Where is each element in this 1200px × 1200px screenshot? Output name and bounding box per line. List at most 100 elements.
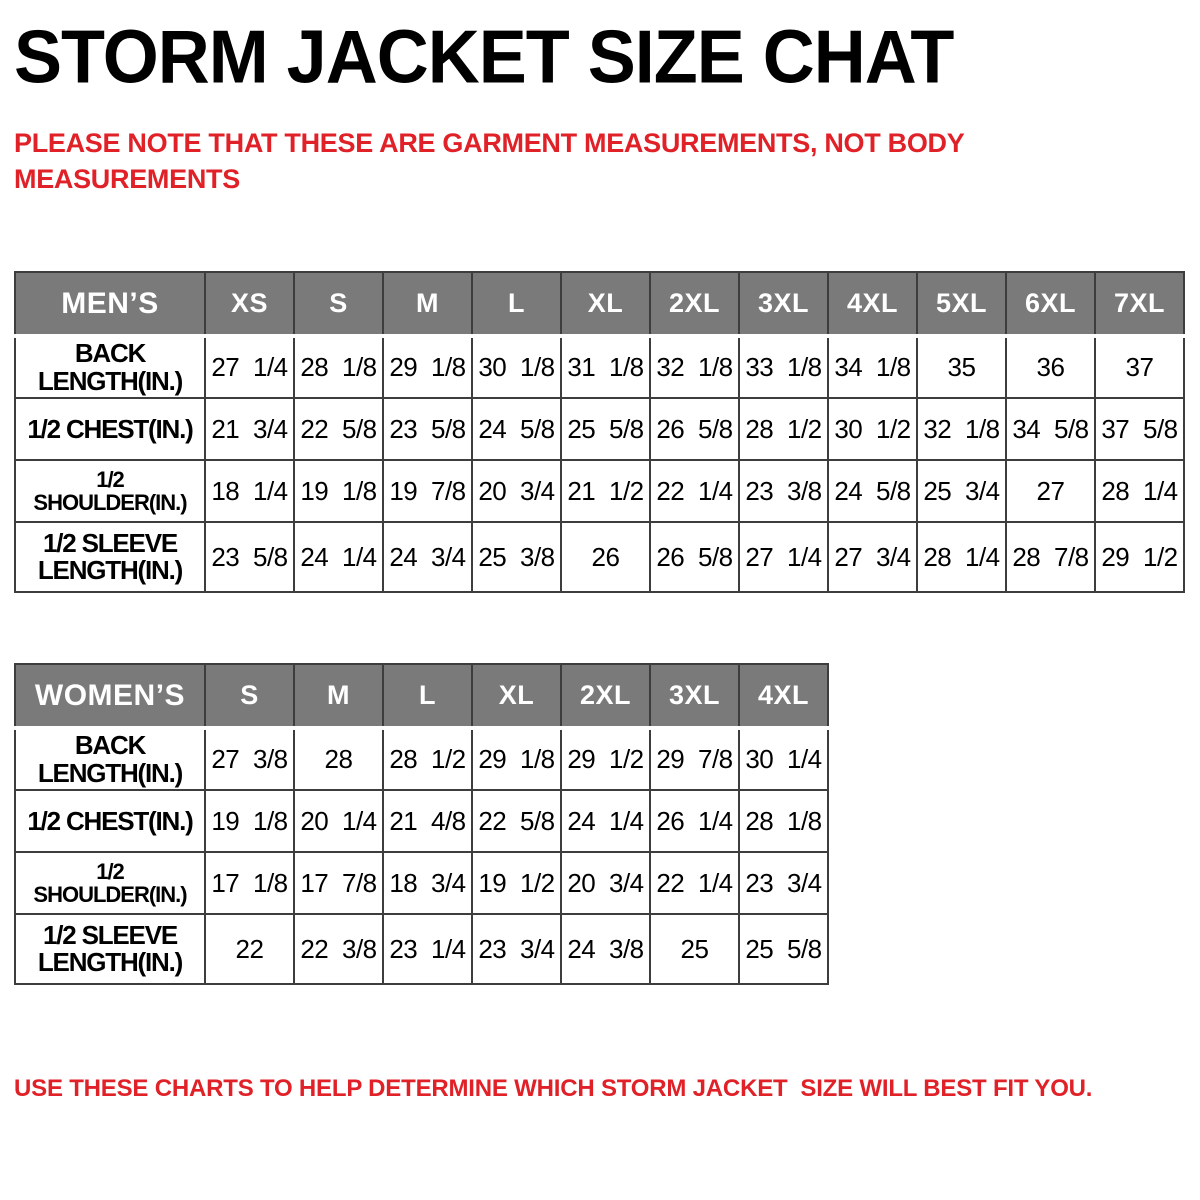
womens-size-table: WOMEN’S S M L XL 2XL 3XL 4XL BACK LENGTH(IN.) 27 … [14,663,829,986]
measurement-row: 1/2 SLEEVE LENGTH(IN.) 22 22 3/8 23 1/4 23 3/… [14,913,829,986]
row-label: 1/2 SLEEVE LENGTH(IN.) [14,913,206,986]
size-header-cell: L [382,663,473,731]
table-title-cell: WOMEN’S [14,663,206,731]
size-header-cell: L [471,271,562,339]
row-label: 1/2 CHEST(IN.) [14,789,206,854]
value-cell: 30 1/4 [738,727,829,792]
value-cell: 24 5/8 [827,459,918,524]
value-cell: 31 1/8 [560,335,651,400]
page-title: STORM JACKET SIZE CHAT [14,15,954,100]
header-row: MEN’S XS S M L XL 2XL 3XL 4XL 5XL 6XL 7XL [14,271,1185,339]
value-cell: 20 3/4 [471,459,562,524]
value-cell: 27 1/4 [204,335,295,400]
value-cell: 28 1/2 [382,727,473,792]
mens-table-body: BACK LENGTH(IN.) 27 1/4 28 1/8 29 1/8 30 1/8 3… [14,335,1185,594]
value-cell: 25 5/8 [560,397,651,462]
row-label: 1/2 SLEEVE LENGTH(IN.) [14,521,206,594]
value-cell: 27 3/4 [827,521,918,594]
value-cell: 33 1/8 [738,335,829,400]
size-header-cell: 2XL [649,271,740,339]
size-header-cell: M [293,663,384,731]
value-cell: 23 5/8 [382,397,473,462]
value-cell: 18 3/4 [382,851,473,916]
size-header-cell: 7XL [1094,271,1185,339]
value-cell: 21 4/8 [382,789,473,854]
measurement-row: BACK LENGTH(IN.) 27 1/4 28 1/8 29 1/8 30 1/8 3… [14,335,1185,400]
value-cell: 26 [560,521,651,594]
size-header-cell: XL [471,663,562,731]
value-cell: 27 [1005,459,1096,524]
value-cell: 26 5/8 [649,521,740,594]
size-header-cell: S [293,271,384,339]
value-cell: 30 1/8 [471,335,562,400]
value-cell: 34 5/8 [1005,397,1096,462]
size-header-cell: 5XL [916,271,1007,339]
value-cell: 21 3/4 [204,397,295,462]
value-cell: 20 3/4 [560,851,651,916]
value-cell: 27 1/4 [738,521,829,594]
header-row: WOMEN’S S M L XL 2XL 3XL 4XL [14,663,829,731]
value-cell: 25 [649,913,740,986]
value-cell: 21 1/2 [560,459,651,524]
size-header-cell: 4XL [827,271,918,339]
fit-advice-footer: USE THESE CHARTS TO HELP DETERMINE WHICH… [14,1075,1093,1103]
value-cell: 19 7/8 [382,459,473,524]
value-cell: 23 3/4 [471,913,562,986]
value-cell: 23 3/4 [738,851,829,916]
value-cell: 22 5/8 [293,397,384,462]
measurement-row: 1/2 SLEEVE LENGTH(IN.) 23 5/8 24 1/4 24 3/4 2… [14,521,1185,594]
row-label: 1/2 SHOULDER(IN.) [14,459,206,524]
row-label: BACK LENGTH(IN.) [14,727,206,792]
size-header-cell: XL [560,271,651,339]
value-cell: 32 1/8 [916,397,1007,462]
value-cell: 22 1/4 [649,459,740,524]
womens-table-header: WOMEN’S S M L XL 2XL 3XL 4XL [14,663,829,731]
value-cell: 23 5/8 [204,521,295,594]
value-cell: 17 7/8 [293,851,384,916]
value-cell: 29 1/2 [1094,521,1185,594]
measurement-row: BACK LENGTH(IN.) 27 3/8 28 28 1/2 29 1/8 29 1/… [14,727,829,792]
value-cell: 28 1/4 [916,521,1007,594]
value-cell: 25 3/8 [471,521,562,594]
value-cell: 28 1/4 [1094,459,1185,524]
size-header-cell: S [204,663,295,731]
value-cell: 19 1/8 [204,789,295,854]
value-cell: 25 5/8 [738,913,829,986]
value-cell: 29 7/8 [649,727,740,792]
mens-size-table: MEN’S XS S M L XL 2XL 3XL 4XL 5XL 6XL 7XL BACK LENGT… [14,271,1185,594]
value-cell: 29 1/2 [560,727,651,792]
row-label: 1/2 CHEST(IN.) [14,397,206,462]
value-cell: 36 [1005,335,1096,400]
table-title-cell: MEN’S [14,271,206,339]
value-cell: 24 3/4 [382,521,473,594]
value-cell: 19 1/8 [293,459,384,524]
value-cell: 34 1/8 [827,335,918,400]
value-cell: 28 1/8 [738,789,829,854]
value-cell: 22 1/4 [649,851,740,916]
measurement-row: 1/2 CHEST(IN.) 19 1/8 20 1/4 21 4/8 22 5/8 24… [14,789,829,854]
size-header-cell: 3XL [649,663,740,731]
value-cell: 22 3/8 [293,913,384,986]
garment-measurement-note: PLEASE NOTE THAT THESE ARE GARMENT MEASU… [14,128,964,194]
size-header-cell: 6XL [1005,271,1096,339]
value-cell: 30 1/2 [827,397,918,462]
value-cell: 24 1/4 [560,789,651,854]
value-cell: 25 3/4 [916,459,1007,524]
value-cell: 32 1/8 [649,335,740,400]
value-cell: 17 1/8 [204,851,295,916]
value-cell: 22 5/8 [471,789,562,854]
size-header-cell: 4XL [738,663,829,731]
measurement-row: 1/2 CHEST(IN.) 21 3/4 22 5/8 23 5/8 24 5/8 25… [14,397,1185,462]
value-cell: 23 1/4 [382,913,473,986]
size-header-cell: M [382,271,473,339]
row-label: BACK LENGTH(IN.) [14,335,206,400]
size-header-cell: XS [204,271,295,339]
value-cell: 18 1/4 [204,459,295,524]
measurement-row: 1/2 SHOULDER(IN.) 17 1/8 17 7/8 18 3/4 19 1/… [14,851,829,916]
value-cell: 24 3/8 [560,913,651,986]
value-cell: 26 1/4 [649,789,740,854]
value-cell: 27 3/8 [204,727,295,792]
value-cell: 26 5/8 [649,397,740,462]
size-header-cell: 3XL [738,271,829,339]
value-cell: 20 1/4 [293,789,384,854]
